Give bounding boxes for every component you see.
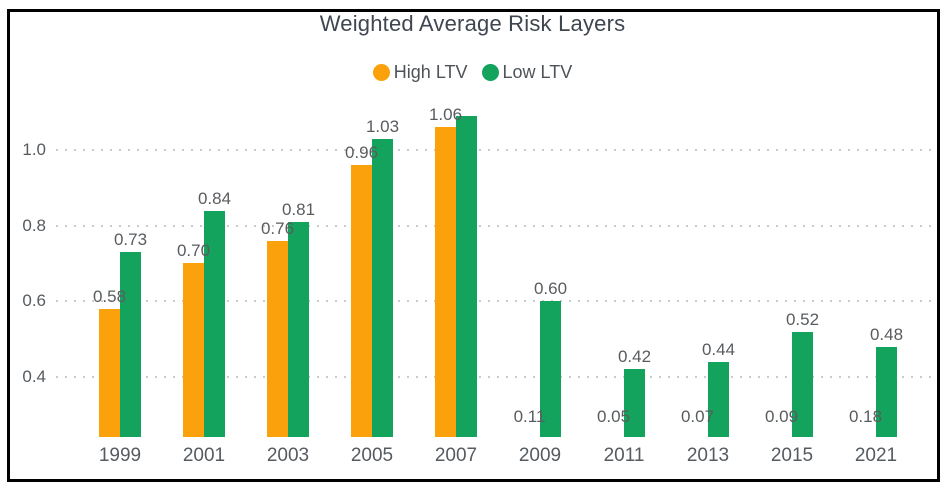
x-axis-label-2013: 2013 [686, 445, 730, 466]
x-axis-label-2009: 2009 [518, 445, 562, 466]
chart-border-frame [7, 9, 940, 482]
y-axis-tick-label: 0.6 [22, 291, 46, 310]
value-label-low-ltv-2011: 0.42 [617, 347, 652, 366]
y-axis-tick-label: 0.8 [22, 216, 46, 235]
value-label-high-ltv-2007: 1.06 [428, 105, 463, 124]
x-axis-label-2021: 2021 [854, 445, 898, 466]
value-label-low-ltv-2001: 0.84 [197, 189, 232, 208]
value-label-high-ltv-2003: 0.76 [260, 219, 295, 238]
value-label-high-ltv-1999: 0.58 [92, 287, 127, 306]
value-label-high-ltv-2021: 0.18 [848, 407, 883, 426]
value-label-low-ltv-2013: 0.44 [701, 340, 736, 359]
legend-swatch-low-ltv-icon [481, 64, 499, 81]
value-label-high-ltv-2013: 0.07 [680, 407, 715, 426]
chart-title: Weighted Average Risk Layers [319, 11, 626, 36]
value-label-high-ltv-2001: 0.70 [176, 241, 211, 260]
x-axis-label-2015: 2015 [770, 445, 814, 466]
bar-low-ltv-2011 [624, 369, 645, 437]
value-label-high-ltv-2011: 0.05 [596, 407, 631, 426]
bar-high-ltv-2005 [351, 165, 372, 437]
value-label-high-ltv-2005: 0.96 [344, 143, 379, 162]
bar-low-ltv-1999 [120, 252, 141, 437]
gridline-0.6 [56, 300, 934, 302]
bar-low-ltv-2015 [792, 332, 813, 437]
bar-high-ltv-1999 [99, 309, 120, 437]
gridline-1.0 [56, 149, 934, 151]
bar-low-ltv-2003 [288, 222, 309, 437]
legend-label-low-ltv: Low LTV [502, 62, 573, 82]
y-axis-tick-label: 1.0 [22, 140, 46, 159]
x-axis-label-2007: 2007 [434, 445, 478, 466]
value-label-high-ltv-2015: 0.09 [764, 407, 799, 426]
value-label-high-ltv-2009: 0.11 [513, 407, 546, 426]
y-axis-tick-label: 0.4 [22, 367, 46, 386]
bar-low-ltv-2001 [204, 211, 225, 437]
bar-low-ltv-2009 [540, 301, 561, 437]
bar-low-ltv-2005 [372, 139, 393, 437]
value-label-low-ltv-2015: 0.52 [785, 310, 820, 329]
x-axis-label-1999: 1999 [98, 445, 142, 466]
bar-high-ltv-2003 [267, 241, 288, 437]
gridline-0.4 [56, 376, 934, 378]
bar-low-ltv-2021 [876, 347, 897, 437]
value-label-low-ltv-1999: 0.73 [113, 230, 148, 249]
x-axis-label-2011: 2011 [603, 445, 645, 466]
value-label-low-ltv-2009: 0.60 [533, 279, 568, 298]
bar-low-ltv-2013 [708, 362, 729, 437]
legend-label-high-ltv: High LTV [393, 62, 468, 82]
legend-item-high-ltv: High LTV [372, 62, 468, 83]
gridline-0.8 [56, 225, 934, 227]
value-label-low-ltv-2005: 1.03 [365, 117, 400, 136]
bar-high-ltv-2001 [183, 263, 204, 437]
value-label-low-ltv-2021: 0.48 [869, 325, 904, 344]
x-axis-label-2001: 2001 [182, 445, 226, 466]
bar-low-ltv-2007 [456, 116, 477, 437]
legend-item-low-ltv: Low LTV [481, 62, 573, 83]
legend-swatch-high-ltv-icon [372, 64, 390, 81]
x-axis-label-2003: 2003 [266, 445, 310, 466]
x-axis-label-2005: 2005 [350, 445, 394, 466]
legend: High LTV Low LTV [0, 62, 945, 83]
value-label-low-ltv-2003: 0.81 [281, 200, 316, 219]
bar-high-ltv-2007 [435, 127, 456, 437]
